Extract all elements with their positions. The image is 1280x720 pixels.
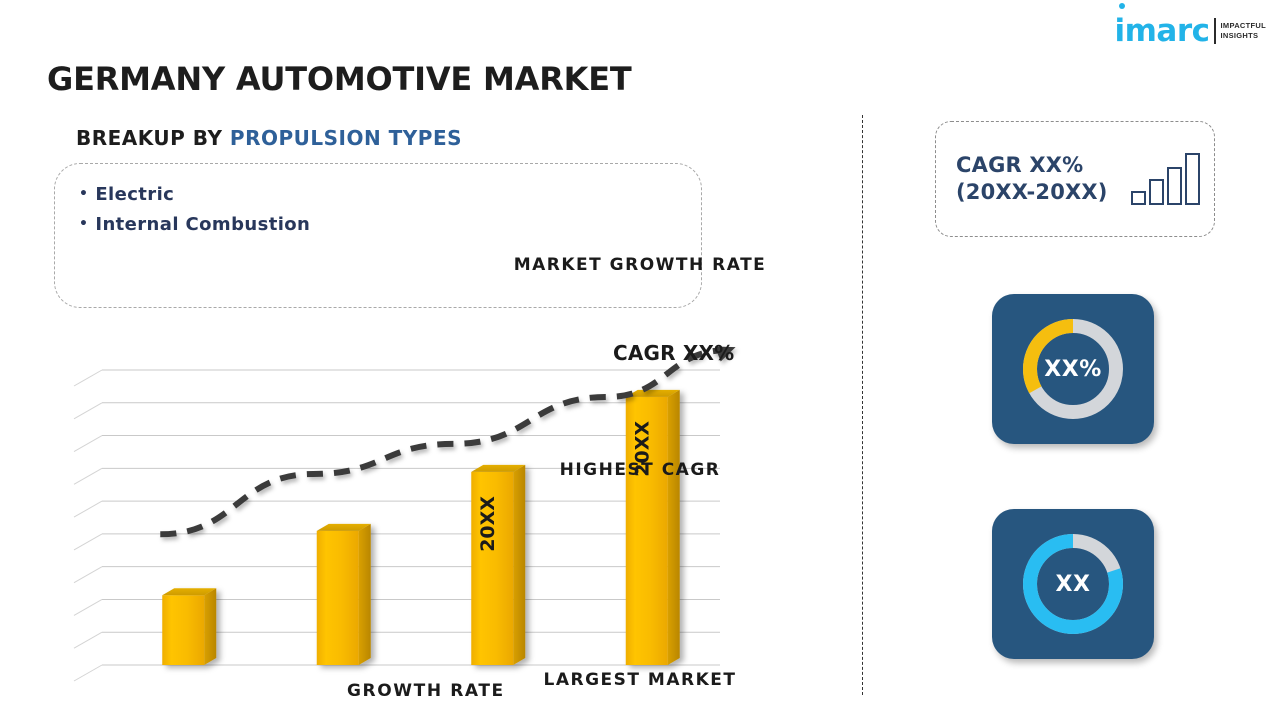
top-rule <box>0 0 1280 3</box>
bar-front <box>316 530 359 665</box>
logo-dot-icon <box>1118 3 1125 9</box>
bar-front <box>162 595 205 665</box>
market-growth-rate-label-text: MARKET GROWTH RATE <box>513 255 767 275</box>
list-item: • Internal Combustion <box>79 210 701 240</box>
cagr-period: (20XX-20XX) <box>956 180 1108 204</box>
vertical-divider <box>862 115 863 695</box>
list-item: • Electric <box>79 180 701 210</box>
bar-side <box>667 389 680 665</box>
bullet-icon: • <box>79 216 89 233</box>
bar-chart-icon-bar <box>1149 179 1164 205</box>
subtitle-prefix: BREAKUP BY <box>76 126 223 150</box>
largest-market-value: XX <box>1055 571 1091 597</box>
bar-top <box>162 588 217 596</box>
gridline-depth-edge <box>73 435 103 452</box>
gridline-depth-edge <box>73 664 103 682</box>
highest-cagr-value: XX% <box>1044 356 1102 382</box>
largest-market-donut <box>1023 534 1123 634</box>
chart-bar-labels: 20XX 20XX <box>477 421 654 552</box>
bar-top <box>625 389 680 397</box>
bar-side <box>204 588 217 665</box>
chart-svg: 20XX 20XX <box>73 346 736 682</box>
subtitle-accent: PROPULSION TYPES <box>229 126 463 150</box>
gridline-depth-edge <box>73 467 103 485</box>
cagr-value: CAGR XX% <box>956 153 1084 178</box>
bar-label: 20XX <box>632 421 654 477</box>
gridline-depth-edge <box>73 631 103 649</box>
cagr-summary-text: CAGR XX% (20XX-20XX) <box>956 152 1108 206</box>
bullet-icon: • <box>79 186 89 202</box>
chart-bars <box>162 389 680 665</box>
bar <box>625 389 680 665</box>
chart-trendline <box>160 346 736 538</box>
section-subtitle: BREAKUP BY PROPULSION TYPES <box>76 126 462 150</box>
chart-cagr-annotation: CAGR XX% <box>613 341 735 365</box>
bar-side <box>358 523 371 665</box>
bar-label: 20XX <box>477 496 499 552</box>
bar-chart-icon-bar <box>1185 153 1200 205</box>
gridline-depth-edge <box>73 369 103 387</box>
bar-side <box>513 464 526 665</box>
largest-market-label: LARGEST MARKET <box>0 670 1280 690</box>
highest-cagr-label: HIGHEST CAGR <box>0 460 1280 480</box>
bar-chart-icon-bar <box>1131 191 1146 205</box>
logo-wordmark: imarc <box>1114 12 1211 49</box>
donut-arc <box>1023 319 1123 419</box>
gridline-depth-edge <box>73 566 103 584</box>
gridline-depth-edge <box>73 402 103 420</box>
bar <box>162 588 217 665</box>
bar-front <box>625 396 668 665</box>
highest-cagr-card: XX% <box>992 294 1154 444</box>
page-title: GERMANY AUTOMOTIVE MARKET <box>47 60 632 98</box>
cagr-summary-box: CAGR XX% (20XX-20XX) <box>935 121 1215 237</box>
bar-chart-icon-bar <box>1167 167 1182 205</box>
chart-x-axis-label: GROWTH RATE <box>347 681 505 701</box>
bar-front <box>471 471 514 665</box>
propulsion-types-box: • Electric • Internal Combustion <box>54 163 702 308</box>
list-item-label: Internal Combustion <box>95 214 311 236</box>
bar <box>471 464 526 665</box>
left-rule <box>0 0 3 720</box>
logo-tagline-line2: INSIGHTS <box>1220 31 1259 40</box>
bar-top <box>316 523 371 531</box>
trendline-arrowhead <box>714 346 736 362</box>
logo-divider <box>1213 18 1216 44</box>
largest-market-card: XX <box>992 509 1154 659</box>
bar-chart-icon <box>1131 153 1200 205</box>
gridline-depth-edge <box>73 500 103 518</box>
market-growth-rate-label: MARKET GROWTH RATE <box>0 255 1280 275</box>
logo-tagline-line1: IMPACTFUL <box>1220 20 1266 30</box>
gridline-depth-edge <box>73 533 103 551</box>
growth-rate-bar-chart: 20XX 20XX <box>60 330 760 705</box>
donut-arc <box>1023 534 1123 634</box>
highest-cagr-label-text: HIGHEST CAGR <box>559 460 721 480</box>
imarc-logo[interactable]: imarc IMPACTFUL INSIGHTS <box>1114 3 1267 50</box>
logo-tagline: IMPACTFUL INSIGHTS <box>1221 21 1266 41</box>
largest-market-label-text: LARGEST MARKET <box>543 670 737 690</box>
list-item-label: Electric <box>95 184 175 205</box>
highest-cagr-donut <box>1023 319 1123 419</box>
bar <box>316 523 371 665</box>
gridline-depth-edge <box>73 599 103 616</box>
bar-top <box>471 464 526 472</box>
